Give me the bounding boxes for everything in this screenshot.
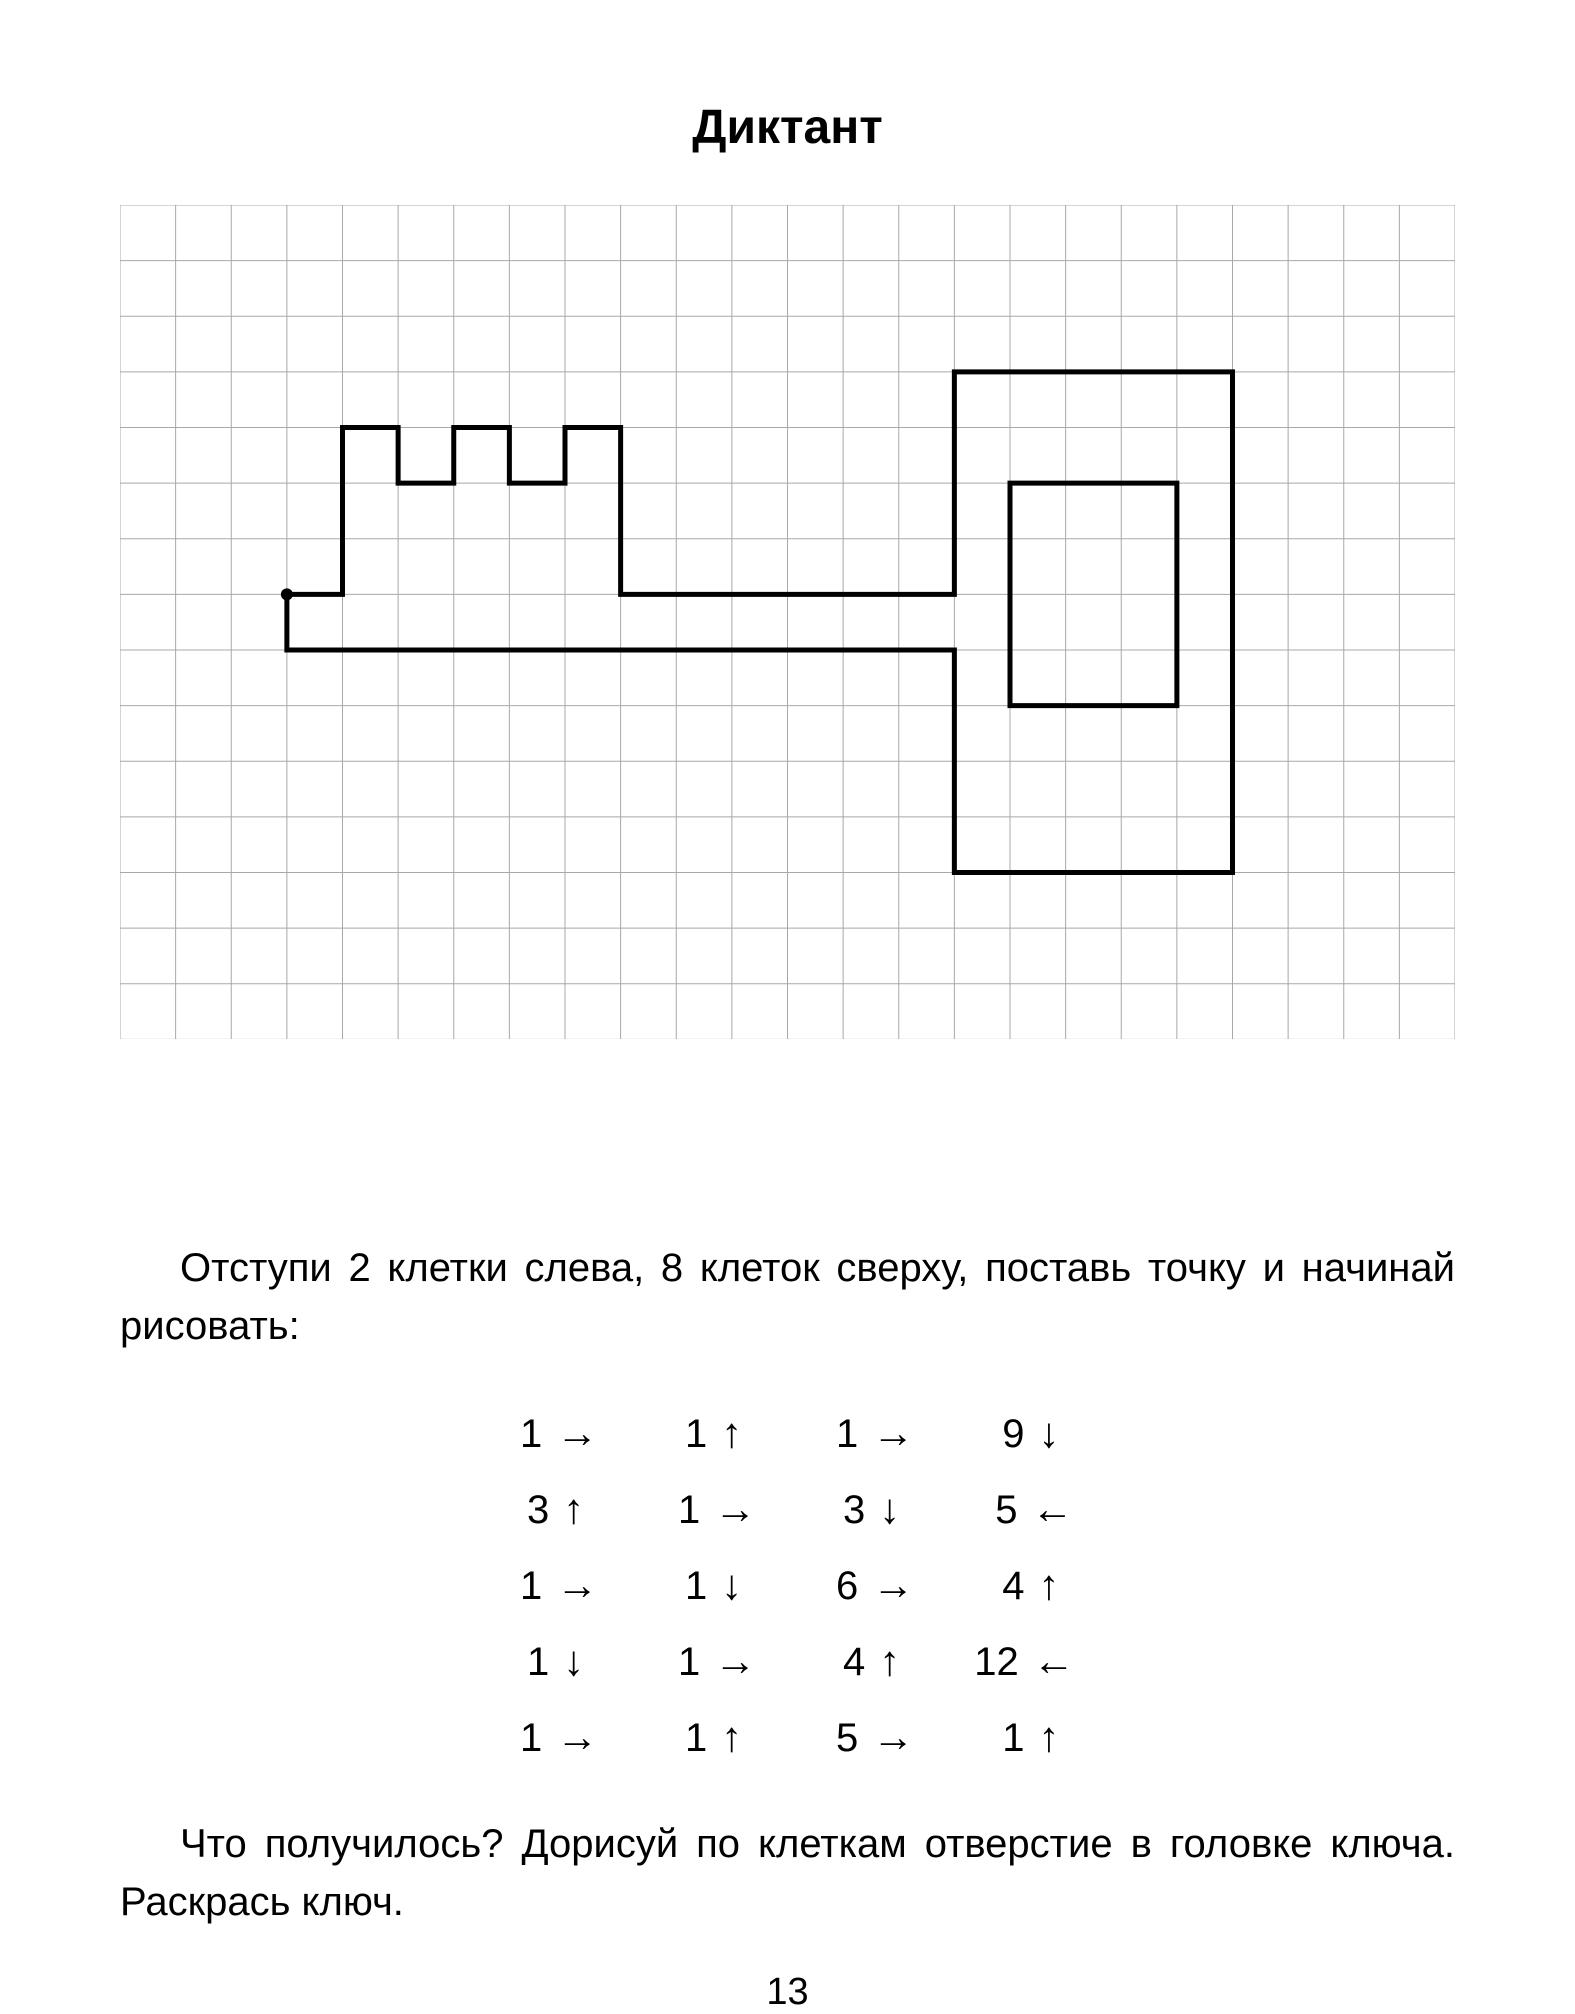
arrow-right-icon: →	[700, 1637, 756, 1685]
arrow-down-icon: ↓	[1025, 1409, 1067, 1457]
step-count: 1	[500, 1564, 542, 1609]
step-count: 1	[500, 1716, 542, 1761]
step-count: 4	[823, 1640, 865, 1685]
step-cell: 1→	[786, 1395, 944, 1471]
step-count: 1	[983, 1716, 1025, 1761]
arrow-down-icon: ↓	[549, 1637, 591, 1685]
instruction-before: Отступи 2 клетки слева, 8 клеток сверху,…	[120, 1239, 1455, 1355]
arrow-right-icon: →	[542, 1409, 598, 1457]
step-count: 3	[507, 1488, 549, 1533]
step-count: 6	[816, 1564, 858, 1609]
step-cell: 1↓	[628, 1547, 786, 1623]
step-count: 1	[500, 1412, 542, 1457]
step-cell: 1→	[628, 1623, 786, 1699]
step-cell: 1→	[470, 1547, 628, 1623]
step-count: 1	[665, 1412, 707, 1457]
step-count: 3	[823, 1488, 865, 1533]
arrow-up-icon: ↑	[707, 1713, 749, 1761]
step-count: 1	[507, 1640, 549, 1685]
arrow-right-icon: →	[858, 1713, 914, 1761]
arrow-left-icon: ←	[1018, 1485, 1074, 1533]
arrow-up-icon: ↑	[549, 1485, 591, 1533]
step-count: 5	[976, 1488, 1018, 1533]
step-count: 9	[983, 1412, 1025, 1457]
step-count: 1	[658, 1640, 700, 1685]
step-row: 1↓1→4↑12←	[470, 1623, 1105, 1699]
step-cell: 6→	[786, 1547, 944, 1623]
step-cell: 5←	[944, 1471, 1105, 1547]
step-cell: 1→	[470, 1699, 628, 1775]
instruction-after: Что получилось? Дорисуй по клеткам отвер…	[120, 1815, 1455, 1931]
step-cell: 1↑	[628, 1699, 786, 1775]
arrow-right-icon: →	[858, 1561, 914, 1609]
step-count: 1	[665, 1564, 707, 1609]
step-cell: 4↑	[786, 1623, 944, 1699]
step-cell: 4↑	[944, 1547, 1105, 1623]
step-cell: 3↑	[470, 1471, 628, 1547]
step-row: 1→1↓6→4↑	[470, 1547, 1105, 1623]
page-title: Диктант	[120, 100, 1455, 155]
step-cell: 1→	[628, 1471, 786, 1547]
step-count: 1	[658, 1488, 700, 1533]
step-row: 1→1↑5→1↑	[470, 1699, 1105, 1775]
step-count: 12	[974, 1640, 1019, 1685]
arrow-up-icon: ↑	[1025, 1713, 1067, 1761]
arrow-down-icon: ↓	[865, 1485, 907, 1533]
step-cell: 1→	[470, 1395, 628, 1471]
step-row: 3↑1→3↓5←	[470, 1471, 1105, 1547]
arrow-up-icon: ↑	[707, 1409, 749, 1457]
arrow-up-icon: ↑	[865, 1637, 907, 1685]
step-cell: 12←	[944, 1623, 1105, 1699]
grid-svg	[120, 205, 1455, 1039]
arrow-left-icon: ←	[1019, 1637, 1075, 1685]
step-count: 1	[816, 1412, 858, 1457]
arrow-right-icon: →	[542, 1713, 598, 1761]
step-cell: 1↑	[944, 1699, 1105, 1775]
arrow-right-icon: →	[858, 1409, 914, 1457]
arrow-right-icon: →	[542, 1561, 598, 1609]
step-count: 5	[816, 1716, 858, 1761]
step-row: 1→1↑1→9↓	[470, 1395, 1105, 1471]
step-cell: 5→	[786, 1699, 944, 1775]
step-count: 4	[983, 1564, 1025, 1609]
start-dot	[281, 588, 293, 600]
arrow-down-icon: ↓	[707, 1561, 749, 1609]
step-cell: 3↓	[786, 1471, 944, 1547]
steps-table: 1→1↑1→9↓3↑1→3↓5←1→1↓6→4↑1↓1→4↑12←1→1↑5→1…	[470, 1395, 1105, 1775]
step-cell: 9↓	[944, 1395, 1105, 1471]
grid-container	[120, 205, 1455, 1039]
step-cell: 1↓	[470, 1623, 628, 1699]
step-cell: 1↑	[628, 1395, 786, 1471]
arrow-up-icon: ↑	[1025, 1561, 1067, 1609]
step-count: 1	[665, 1716, 707, 1761]
arrow-right-icon: →	[700, 1485, 756, 1533]
